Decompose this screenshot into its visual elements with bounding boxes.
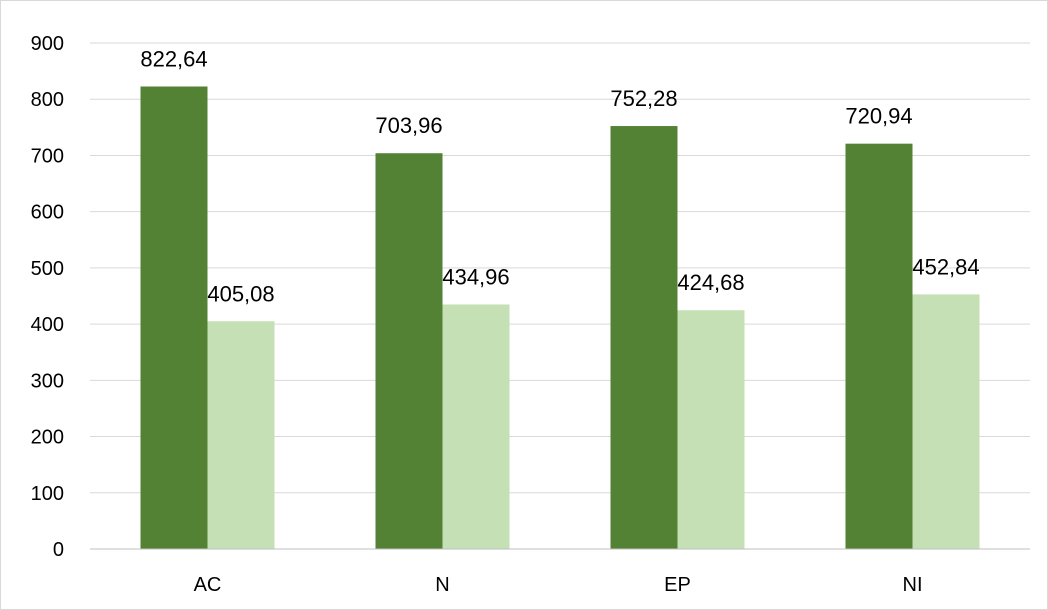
data-label: 434,96 — [442, 264, 509, 289]
y-axis-tick-labels: 0 100 200 300 400 500 600 700 800 900 — [31, 33, 64, 561]
data-label: 822,64 — [140, 46, 207, 71]
bar-n-series-1 — [375, 153, 443, 549]
data-labels: 822,64 405,08 703,96 434,96 752,28 424,68 720,… — [140, 46, 979, 306]
bar-ac-series-2 — [207, 321, 275, 549]
data-label: 452,84 — [912, 254, 979, 279]
data-label: 405,08 — [207, 281, 274, 306]
y-tick-label: 200 — [31, 427, 64, 449]
bar-ni-series-1 — [845, 143, 913, 549]
bar-ep-series-1 — [610, 126, 678, 550]
y-tick-label: 900 — [31, 33, 64, 55]
data-label: 424,68 — [677, 270, 744, 295]
bar-ac-series-1 — [140, 86, 208, 550]
x-category-label: N — [435, 574, 449, 596]
y-tick-label: 100 — [31, 483, 64, 505]
y-tick-label: 300 — [31, 370, 64, 392]
y-tick-label: 600 — [31, 202, 64, 224]
y-tick-label: 700 — [31, 145, 64, 167]
data-label: 720,94 — [845, 104, 912, 129]
bar-n-series-2 — [442, 304, 510, 549]
y-tick-label: 0 — [53, 539, 64, 561]
data-label: 703,96 — [375, 113, 442, 138]
x-category-label: AC — [194, 574, 222, 596]
x-axis-category-labels: AC N EP NI — [194, 574, 923, 596]
x-category-label: EP — [664, 574, 691, 596]
x-category-label: NI — [903, 574, 923, 596]
bar-ni-series-2 — [912, 294, 980, 549]
bar-ep-series-2 — [677, 310, 745, 549]
y-tick-label: 500 — [31, 258, 64, 280]
y-tick-label: 400 — [31, 314, 64, 336]
y-tick-label: 800 — [31, 89, 64, 111]
bars — [140, 86, 980, 550]
data-label: 752,28 — [610, 86, 677, 111]
